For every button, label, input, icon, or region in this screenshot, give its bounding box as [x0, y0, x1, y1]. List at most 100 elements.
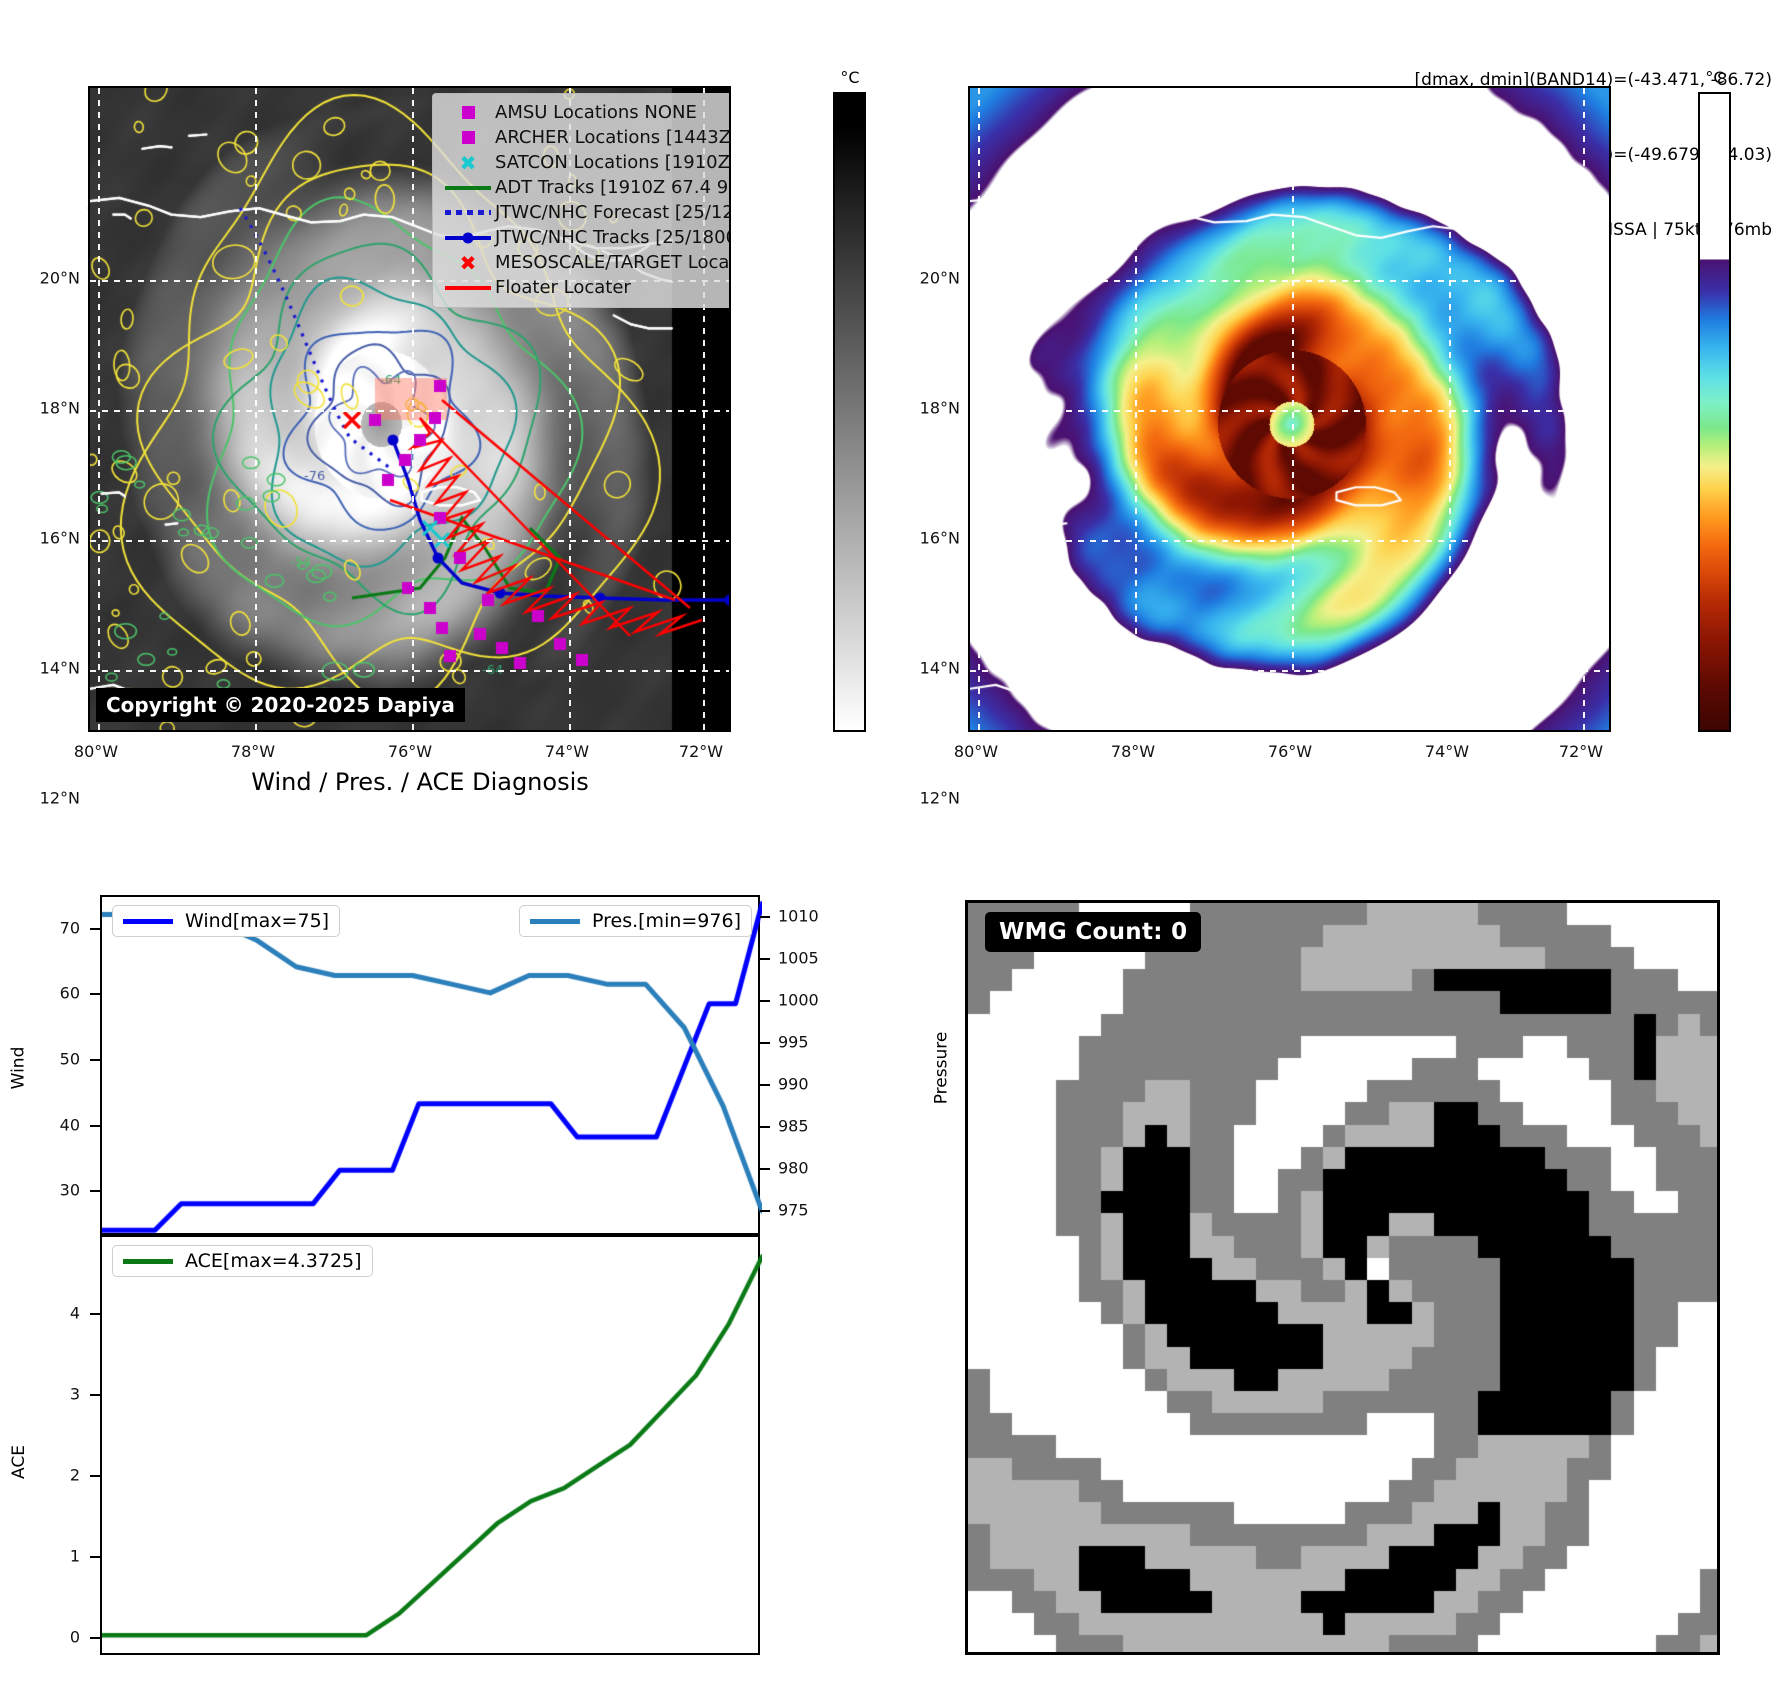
- ir-grayscale-map[interactable]: AMSU Locations NONE ARCHER Locations [14…: [88, 86, 731, 732]
- pressure-legend: Pres.[min=976]: [519, 905, 752, 937]
- legend-item-jtwc-tracks: JTWC/NHC Tracks [25/1800Z]: [441, 225, 729, 250]
- ytick-lat-18-enh: 18°N: [919, 398, 960, 418]
- wind-legend-line-icon: [123, 918, 173, 924]
- xtick-lon-78: 78°W: [230, 742, 276, 761]
- legend-item-archer: ARCHER Locations [1443Z]: [441, 125, 729, 150]
- legend-item-jtwc-forecast: JTWC/NHC Forecast [25/1200Z]: [441, 200, 729, 225]
- jtwc-tracks-line-icon: [441, 225, 495, 250]
- xtick-lon-78-enh: 78°W: [1110, 742, 1156, 761]
- wind-pressure-chart[interactable]: [100, 895, 762, 1237]
- ace-tick-2: [90, 1475, 100, 1477]
- ytick-lat-20: 20°N: [39, 268, 80, 288]
- adt-line-icon: [441, 175, 495, 200]
- ytick-lat-12-enh: 12°N: [919, 788, 960, 808]
- ace-ytick-1: 1: [69, 1546, 80, 1566]
- ir-enhanced-map[interactable]: [968, 86, 1611, 732]
- gridline-lat-20: [90, 280, 729, 282]
- xtick-lon-74: 74°W: [544, 742, 590, 761]
- wmg-image: [968, 903, 1717, 1652]
- wind-ytick-30: 30: [59, 1180, 80, 1200]
- xtick-lon-74-enh: 74°W: [1424, 742, 1470, 761]
- wind-ytick-60: 60: [59, 983, 80, 1003]
- pressure-tick-1010: [760, 916, 770, 918]
- wind-tick-40: [90, 1125, 100, 1127]
- ytick-lat-16-enh: 16°N: [919, 528, 960, 548]
- ace-tick-1: [90, 1556, 100, 1558]
- wind-legend: Wind[max=75]: [112, 905, 341, 937]
- wmg-count-badge: WMG Count: 0: [985, 912, 1202, 952]
- dmax-dmin-band14: [dmax, dmin](BAND14)=(-43.471, -86.72): [1414, 70, 1772, 90]
- ace-legend-label: ACE[max=4.3725]: [185, 1250, 362, 1272]
- ace-tick-4: [90, 1313, 100, 1315]
- ace-legend-line-icon: [123, 1258, 173, 1264]
- wind-ytick-40: 40: [59, 1115, 80, 1135]
- ace-chart[interactable]: [100, 1235, 762, 1657]
- xtick-lon-76-enh: 76°W: [1267, 742, 1313, 761]
- pressure-ytick-980: 980: [778, 1158, 809, 1178]
- ace-tick-0: [90, 1637, 100, 1639]
- gridline-lon-72-enh: [1583, 88, 1585, 730]
- pressure-tick-1000: [760, 1000, 770, 1002]
- xtick-lon-76: 76°W: [387, 742, 433, 761]
- gridline-lat-16: [90, 540, 729, 542]
- wind-tick-70: [90, 928, 100, 930]
- gridline-lat-14-enh: [970, 670, 1609, 672]
- ace-ytick-0: 0: [69, 1627, 80, 1647]
- pressure-ytick-1000: 1000: [778, 990, 819, 1010]
- wmg-panel: WMG Count: 0: [880, 790, 1788, 1690]
- colorbar-unit-gray: °C: [840, 68, 860, 87]
- pressure-ytick-975: 975: [778, 1200, 809, 1220]
- ir-enhanced-image: [970, 88, 1609, 730]
- legend-item-adt-tracks: ADT Tracks [1910Z 67.4 980.8]: [441, 175, 729, 200]
- xtick-lon-72-enh: 72°W: [1558, 742, 1604, 761]
- pressure-ytick-1010: 1010: [778, 906, 819, 926]
- wind-tick-30: [90, 1190, 100, 1192]
- pressure-tick-995: [760, 1042, 770, 1044]
- pressure-ytick-1005: 1005: [778, 948, 819, 968]
- pressure-legend-label: Pres.[min=976]: [592, 910, 741, 932]
- xtick-lon-72: 72°W: [678, 742, 724, 761]
- wind-pressure-plot-area: [102, 897, 762, 1237]
- wind-ytick-50: 50: [59, 1049, 80, 1069]
- gridline-lat-16-enh: [970, 540, 1609, 542]
- pressure-tick-985: [760, 1126, 770, 1128]
- wmg-map[interactable]: [965, 900, 1720, 1655]
- gridline-lon-80: [98, 88, 100, 730]
- gridline-lon-74: [569, 88, 571, 730]
- satcon-x-icon: ✖: [459, 150, 477, 175]
- ytick-lat-14-enh: 14°N: [919, 658, 960, 678]
- mesoscale-x-icon: ✖: [459, 250, 477, 275]
- ytick-lat-20-enh: 20°N: [919, 268, 960, 288]
- colorbar-unit-enhanced: °C: [1705, 68, 1725, 87]
- wind-ytick-70: 70: [59, 918, 80, 938]
- pressure-legend-line-icon: [530, 918, 580, 924]
- legend-item-mesoscale-target: ✖ MESOSCALE/TARGET Location: [441, 250, 729, 275]
- archer-square-icon: [441, 125, 495, 150]
- xtick-lon-80-enh: 80°W: [953, 742, 999, 761]
- pressure-tick-980: [760, 1168, 770, 1170]
- legend-item-satcon: ✖ SATCON Locations [1910Z 67 977]: [441, 150, 729, 175]
- jtwc-forecast-dotted-icon: [441, 200, 495, 225]
- gridline-lat-14: [90, 670, 729, 672]
- wind-axis-title: Wind: [8, 1046, 29, 1090]
- ytick-lat-18: 18°N: [39, 398, 80, 418]
- ytick-lat-14: 14°N: [39, 658, 80, 678]
- ir-enhanced-panel: 20°N 18°N 16°N 14°N 12°N 80°W 78°W 76°W …: [880, 0, 1788, 808]
- pressure-ytick-985: 985: [778, 1116, 809, 1136]
- diagnosis-panel: Wind / Pres. / ACE Diagnosis Wind[max=75…: [0, 768, 951, 1690]
- pressure-tick-1005: [760, 958, 770, 960]
- gridline-lat-20-enh: [970, 280, 1609, 282]
- diagnosis-title: Wind / Pres. / ACE Diagnosis: [251, 768, 589, 796]
- pressure-ytick-990: 990: [778, 1074, 809, 1094]
- gridline-lon-76: [412, 88, 414, 730]
- copyright-badge: Copyright © 2020-2025 Dapiya: [96, 688, 465, 722]
- ace-legend: ACE[max=4.3725]: [112, 1245, 373, 1277]
- gridline-lon-74-enh: [1449, 88, 1451, 730]
- gridline-lat-18-enh: [970, 410, 1609, 412]
- ace-ytick-2: 2: [69, 1465, 80, 1485]
- ace-ytick-3: 3: [69, 1384, 80, 1404]
- ace-plot-area: [102, 1237, 762, 1657]
- gridline-lon-72: [703, 88, 705, 730]
- floater-line-icon: [441, 275, 495, 300]
